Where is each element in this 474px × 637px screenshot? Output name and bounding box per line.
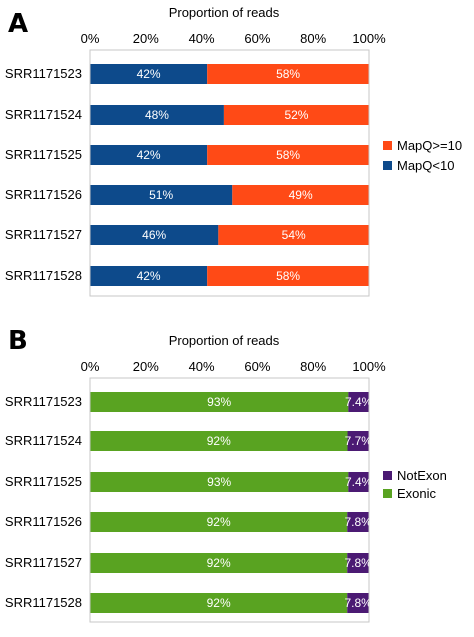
category-label: SRR1171528 [5,268,82,283]
bar-segment [347,553,369,573]
bar-segment [90,64,208,84]
panel-a-legend: MapQ>=10 MapQ<10 [383,138,462,173]
data-label: 7.8% [344,596,372,610]
panel-a-data-labels: 42% 58% 48% 52% 42% 58% 51% 49% 46% 54% 42% 58% [137,67,313,283]
bar-segment [207,64,369,84]
legend-swatch [383,141,392,150]
bar-segment [348,392,369,412]
data-label: 7.4% [345,475,373,489]
x-tick-label: 60% [244,359,270,374]
data-label: 58% [276,67,300,81]
category-label: SRR1171523 [5,394,82,409]
bar-segment [90,431,348,451]
bar-segment [90,472,349,492]
x-tick-label: 60% [244,31,270,46]
category-label: SRR1171528 [5,595,82,610]
data-label: 93% [207,395,231,409]
legend-label: MapQ>=10 [397,138,462,153]
panel-b-letter: B [8,326,28,356]
data-label: 92% [207,434,231,448]
data-label: 92% [207,556,231,570]
data-label: 42% [137,148,161,162]
x-tick-label: 100% [352,31,386,46]
x-tick-label: 40% [189,359,215,374]
category-label: SRR1171527 [5,227,82,242]
panel-b-x-ticks: 0% 20% 40% 60% 80% 100% [81,359,386,374]
category-label: SRR1171527 [5,555,82,570]
panel-b-axis-title: Proportion of reads [169,333,280,348]
bar-segment [232,185,369,205]
data-label: 7.8% [344,556,372,570]
x-tick-label: 80% [300,359,326,374]
bar-segment [347,431,369,451]
data-label: 42% [137,269,161,283]
panel-b: B Proportion of reads 0% 20% 40% 60% 80% 100%… [5,326,447,623]
panel-a-categories: SRR1171523 SRR1171524 SRR1171525 SRR1171526… [5,66,82,283]
bar-segment [90,225,219,245]
data-label: 93% [207,475,231,489]
panel-a-axis-title: Proportion of reads [169,5,280,20]
data-label: 7.7% [345,434,373,448]
panel-a-bars [90,64,369,286]
bar-segment [347,593,369,613]
legend-swatch [383,471,392,480]
data-label: 92% [207,515,231,529]
panel-a-letter: A [8,9,28,39]
data-label: 7.8% [344,515,372,529]
legend-swatch [383,161,392,170]
category-label: SRR1171526 [5,187,82,202]
category-label: SRR1171523 [5,66,82,81]
bar-segment [90,392,349,412]
bar-segment [207,145,369,165]
legend-label: Exonic [397,486,437,501]
data-label: 46% [142,228,166,242]
data-label: 51% [149,188,173,202]
bar-segment [90,512,348,532]
legend-label: MapQ<10 [397,158,454,173]
category-label: SRR1171524 [5,433,82,448]
x-tick-label: 0% [81,359,100,374]
panel-b-plot-border [89,377,370,623]
x-tick-label: 0% [81,31,100,46]
panel-a-x-ticks: 0% 20% 40% 60% 80% 100% [81,31,386,46]
category-label: SRR1171525 [5,474,82,489]
panel-b-legend: NotExon Exonic [383,468,447,501]
bar-segment [90,105,224,125]
data-label: 58% [276,269,300,283]
x-tick-label: 40% [189,31,215,46]
bar-segment [347,512,369,532]
x-tick-label: 20% [133,359,159,374]
legend-label: NotExon [397,468,447,483]
bar-segment [90,185,233,205]
category-label: SRR1171526 [5,514,82,529]
data-label: 48% [145,108,169,122]
bar-segment [90,553,348,573]
panel-b-data-labels: 93% 7.4% 92% 7.7% 93% 7.4% 92% 7.8% 92% 7.8% 92% 7.… [207,395,373,610]
bar-segment [348,472,369,492]
panel-b-categories: SRR1171523 SRR1171524 SRR1171525 SRR1171526… [5,394,82,610]
bar-segment [223,105,369,125]
x-tick-label: 80% [300,31,326,46]
panel-a: A Proportion of reads 0% 20% 40% 60% 80% 100%… [5,5,462,297]
data-label: 42% [137,67,161,81]
x-tick-label: 20% [133,31,159,46]
data-label: 92% [207,596,231,610]
bar-segment [90,593,348,613]
data-label: 58% [276,148,300,162]
bar-segment [90,266,208,286]
panel-b-bars [90,392,369,613]
bar-segment [90,145,208,165]
x-tick-label: 100% [352,359,386,374]
category-label: SRR1171525 [5,147,82,162]
category-label: SRR1171524 [5,107,82,122]
data-label: 52% [284,108,308,122]
bar-segment [207,266,369,286]
data-label: 7.4% [345,395,373,409]
data-label: 54% [282,228,306,242]
legend-swatch [383,489,392,498]
data-label: 49% [289,188,313,202]
panel-a-plot-border [89,49,370,297]
bar-segment [218,225,369,245]
